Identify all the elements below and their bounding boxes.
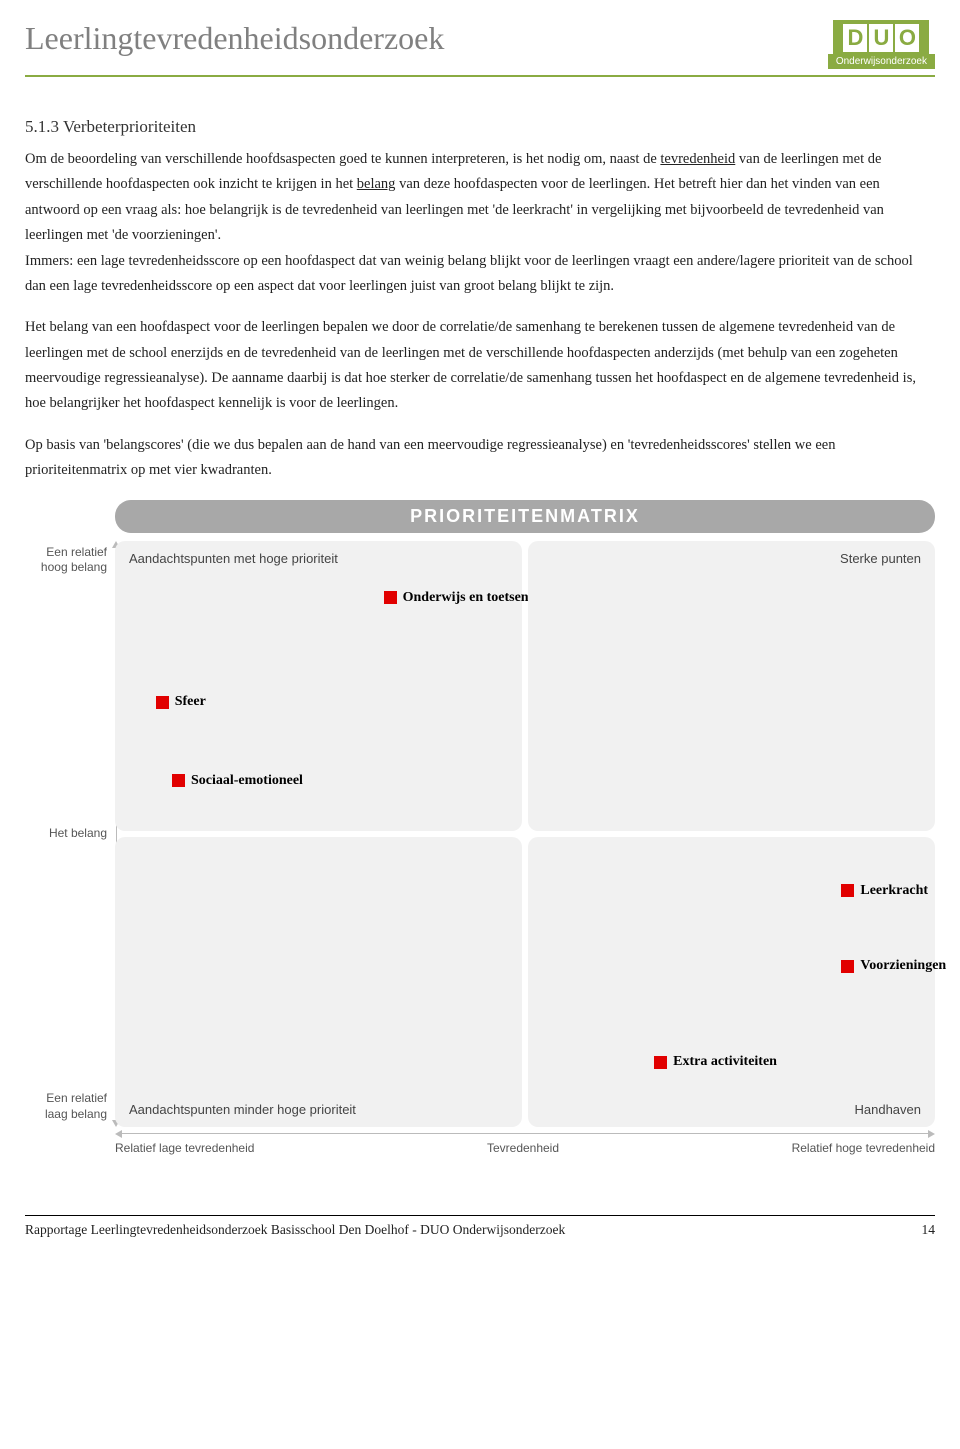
x-axis-labels: Relatief lage tevredenheid Tevredenheid … (115, 1141, 935, 1155)
quadrant-label: Aandachtspunten minder hoge prioriteit (129, 1102, 356, 1117)
data-point-label: Sfeer (175, 694, 206, 710)
matrix-data-point: Sfeer (156, 694, 206, 710)
quadrant-bottom-left: Aandachtspunten minder hoge prioriteit (115, 837, 522, 1127)
data-point-label: Leerkracht (860, 883, 928, 899)
page-header: Leerlingtevredenheidsonderzoek D U O Ond… (25, 20, 935, 69)
logo: D U O Onderwijsonderzoek (828, 20, 935, 69)
y-axis-label-bottom: Een relatieflaag belang (45, 1091, 107, 1126)
page-title: Leerlingtevredenheidsonderzoek (25, 20, 444, 57)
section-heading: 5.1.3 Verbeterprioriteiten (25, 117, 935, 137)
page-footer: Rapportage Leerlingtevredenheidsonderzoe… (25, 1215, 935, 1238)
quadrant-top-left: Aandachtspunten met hoge prioriteit Onde… (115, 541, 522, 831)
y-axis: Een relatiefhoog belang Het belang Een r… (25, 541, 115, 1127)
y-axis-label-top: Een relatiefhoog belang (41, 541, 107, 576)
page-number: 14 (922, 1222, 936, 1238)
header-rule (25, 75, 935, 77)
data-point-label: Extra activiteiten (673, 1054, 777, 1070)
x-axis-label-mid: Tevredenheid (487, 1141, 559, 1155)
data-point-label: Onderwijs en toetsen (403, 590, 529, 606)
logo-letter: U (869, 24, 893, 52)
quadrant-label: Aandachtspunten met hoge prioriteit (129, 551, 338, 566)
footer-text: Rapportage Leerlingtevredenheidsonderzoe… (25, 1222, 565, 1238)
matrix-data-point: Onderwijs en toetsen (384, 590, 529, 606)
text: Immers: een lage tevredenheidsscore op e… (25, 253, 913, 294)
marker-icon (384, 591, 397, 604)
y-axis-label-mid: Het belang (49, 826, 107, 842)
matrix-data-point: Leerkracht (841, 883, 928, 899)
logo-letters: D U O (833, 20, 929, 54)
paragraph-1: Om de beoordeling van verschillende hoof… (25, 147, 935, 299)
underlined-text: tevredenheid (660, 151, 735, 167)
marker-icon (841, 960, 854, 973)
logo-subtitle: Onderwijsonderzoek (828, 54, 935, 69)
marker-icon (841, 884, 854, 897)
data-point-label: Voorzieningen (860, 958, 946, 974)
quadrant-label: Handhaven (855, 1102, 922, 1117)
x-axis-label-left: Relatief lage tevredenheid (115, 1141, 254, 1155)
matrix-data-point: Voorzieningen (841, 958, 946, 974)
text: Om de beoordeling van verschillende hoof… (25, 151, 660, 167)
matrix-data-point: Sociaal-emotioneel (172, 773, 303, 789)
logo-letter: O (895, 24, 919, 52)
marker-icon (654, 1056, 667, 1069)
x-axis-label-right: Relatief hoge tevredenheid (792, 1141, 935, 1155)
logo-letter: D (843, 24, 867, 52)
paragraph-3: Op basis van 'belangscores' (die we dus … (25, 433, 935, 484)
matrix-data-point: Extra activiteiten (654, 1054, 777, 1070)
marker-icon (172, 774, 185, 787)
data-point-label: Sociaal-emotioneel (191, 773, 303, 789)
x-axis-arrow (115, 1133, 935, 1135)
x-axis: Relatief lage tevredenheid Tevredenheid … (115, 1133, 935, 1155)
paragraph-2: Het belang van een hoofdaspect voor de l… (25, 315, 935, 417)
priority-matrix: PRIORITEITENMATRIX Een relatiefhoog bela… (25, 500, 935, 1155)
quadrant-top-right: Sterke punten (528, 541, 935, 831)
quadrant-bottom-right: Handhaven LeerkrachtVoorzieningenExtra a… (528, 837, 935, 1127)
matrix-body: Een relatiefhoog belang Het belang Een r… (25, 541, 935, 1127)
marker-icon (156, 696, 169, 709)
quadrant-label: Sterke punten (840, 551, 921, 566)
underlined-text: belang (357, 176, 396, 192)
matrix-title: PRIORITEITENMATRIX (115, 500, 935, 533)
quadrant-grid: Aandachtspunten met hoge prioriteit Onde… (115, 541, 935, 1127)
